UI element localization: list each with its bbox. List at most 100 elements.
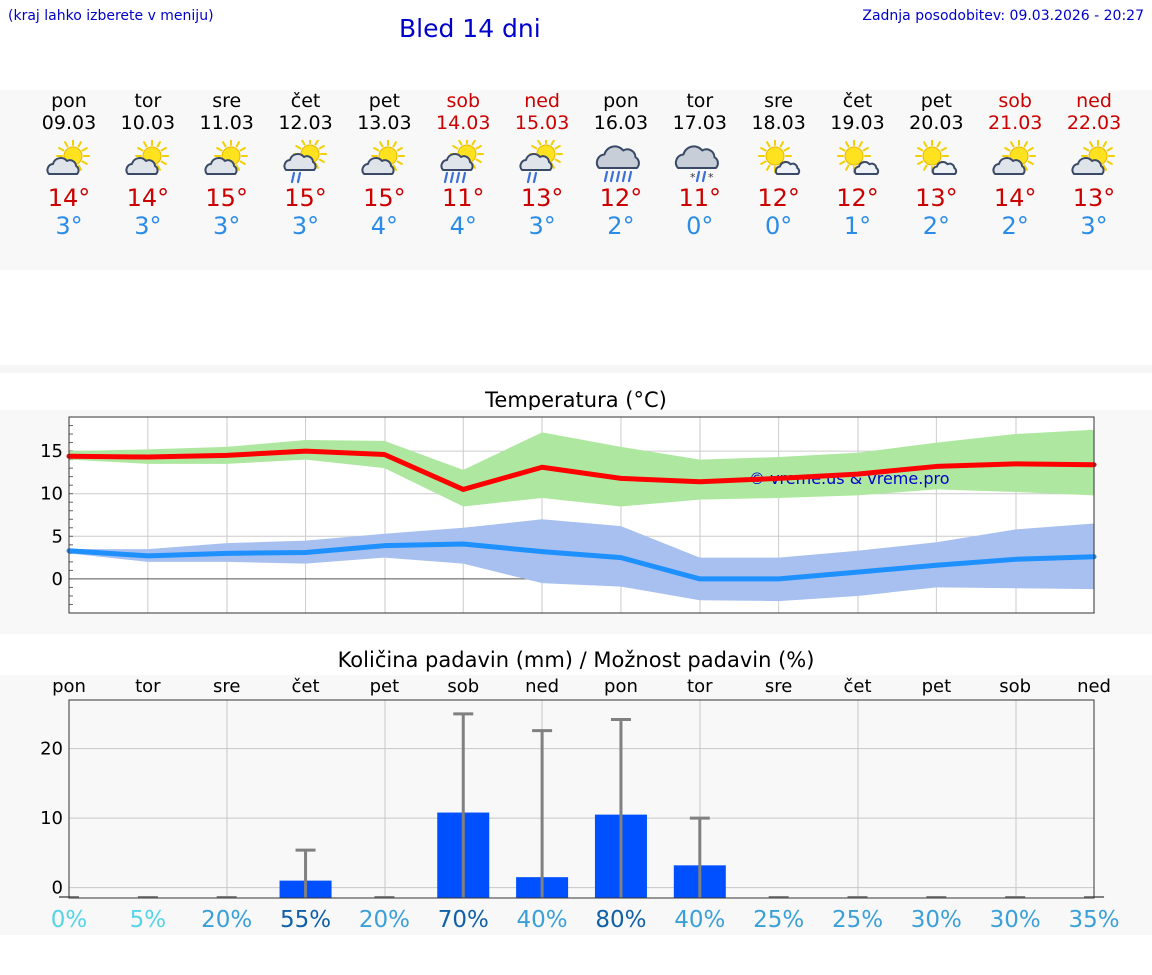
day-name: ned — [1076, 90, 1112, 112]
day-name: sre — [212, 90, 242, 112]
precipitation-probability: 20% — [201, 907, 252, 933]
day-name: sob — [446, 90, 481, 112]
x-category-label: ned — [525, 676, 559, 697]
day-date: 22.03 — [1066, 112, 1122, 134]
x-category-label: pon — [604, 676, 638, 697]
day-column: čet 12.03 15° 3° — [261, 90, 351, 240]
day-name: čet — [290, 90, 321, 112]
day-column: pet 20.03 13° 2° — [891, 90, 981, 240]
sun-cloud-icon — [46, 140, 90, 175]
day-name: pon — [603, 90, 639, 112]
sun-cloud-icon — [361, 140, 406, 175]
x-category-label: čet — [292, 676, 320, 697]
y-tick-label: 15 — [40, 441, 63, 462]
x-category-label: tor — [135, 676, 161, 697]
day-date: 11.03 — [199, 112, 254, 134]
x-category-label: tor — [687, 676, 713, 697]
day-date: 15.03 — [514, 112, 570, 134]
x-category-label: sre — [765, 676, 792, 697]
max-temperature: 12° — [757, 184, 800, 212]
y-tick-label: 0 — [52, 878, 63, 899]
day-name: čet — [842, 90, 873, 112]
max-temperature: 12° — [599, 184, 643, 212]
max-temperature: 11° — [678, 184, 722, 212]
day-column: pon 16.03 12° 2° — [576, 90, 666, 240]
day-column: sob 21.03 14° 2° — [970, 90, 1060, 240]
precipitation-probability: 35% — [1068, 907, 1119, 933]
min-temperature: 3° — [528, 212, 556, 240]
sun-small-cloud-icon — [915, 140, 958, 175]
day-date: 16.03 — [593, 112, 649, 134]
sun-cloud-rain-icon — [440, 140, 485, 184]
y-tick-label: 5 — [52, 526, 63, 547]
day-date: 21.03 — [987, 112, 1043, 134]
sun-small-cloud-icon — [836, 140, 879, 175]
min-temperature: 4° — [449, 212, 477, 240]
cloud-rain-icon — [595, 145, 640, 183]
min-temperature: 3° — [134, 212, 162, 240]
day-date: 20.03 — [909, 112, 964, 134]
min-temperature: 2° — [922, 212, 950, 240]
precipitation-probability: 25% — [832, 907, 883, 933]
precipitation-chart-title: Količina padavin (mm) / Možnost padavin … — [337, 648, 815, 672]
sun-cloud-icon — [204, 140, 248, 175]
daily-forecast-band: pon 09.03 14° 3° tor 10.03 14° 3° sre 11.03 15° 3° č… — [0, 90, 1152, 270]
day-date: 12.03 — [278, 112, 333, 134]
max-temperature: 13° — [520, 184, 564, 212]
max-temperature: 14° — [993, 184, 1037, 212]
precipitation-probability: 55% — [280, 907, 331, 933]
day-column: sre 18.03 12° 0° — [734, 90, 824, 240]
precipitation-probability: 5% — [130, 907, 167, 933]
sun-cloud-light-rain-icon — [283, 140, 327, 184]
x-category-label: ned — [1077, 676, 1111, 697]
precipitation-probability: 20% — [359, 907, 410, 933]
min-temperature: 2° — [607, 212, 635, 240]
max-temperature: 12° — [836, 184, 879, 212]
x-category-label: pon — [52, 676, 86, 697]
last-updated: Zadnja posodobitev: 09.03.2026 - 20:27 — [862, 8, 1144, 24]
day-date: 19.03 — [830, 112, 885, 134]
precipitation-probability: 30% — [911, 907, 962, 933]
min-temperature: 2° — [1001, 212, 1029, 240]
day-column: ned 15.03 13° 3° — [497, 90, 587, 240]
spacer-band — [0, 365, 1152, 373]
day-name: pet — [920, 90, 952, 112]
precipitation-probability: 70% — [438, 907, 489, 933]
temperature-min-line — [66, 541, 1097, 582]
day-name: pet — [368, 90, 400, 112]
x-category-label: čet — [843, 676, 871, 697]
x-category-label: pet — [370, 676, 400, 697]
temperature-min-band — [69, 519, 1095, 602]
max-temperature: 13° — [915, 184, 958, 212]
sun-small-cloud-icon — [757, 140, 800, 175]
y-tick-label: 20 — [40, 739, 63, 760]
precipitation-probability: 25% — [753, 907, 804, 933]
day-column: čet 19.03 12° 1° — [813, 90, 903, 240]
precipitation-probability: 30% — [990, 907, 1041, 933]
sun-cloud-icon — [125, 140, 169, 175]
x-category-label: sob — [999, 676, 1031, 697]
day-column: ned 22.03 13° 3° — [1049, 90, 1139, 240]
day-column: tor 10.03 14° 3° — [103, 90, 193, 240]
sun-cloud-icon — [992, 140, 1037, 175]
temperature-chart: 0 5 10 15 © vreme.us & vreme.pro — [40, 416, 1097, 614]
x-category-label: sob — [447, 676, 479, 697]
max-temperature: 14° — [126, 184, 170, 212]
max-temperature: 15° — [205, 184, 248, 212]
temperature-max-band — [69, 429, 1095, 507]
svg-text:*: * — [690, 171, 696, 184]
day-date: 09.03 — [41, 112, 97, 134]
cloud-sleet-icon: * * — [674, 145, 719, 184]
max-temperature: 15° — [284, 184, 327, 212]
precipitation-probability: 80% — [595, 907, 646, 933]
day-date: 10.03 — [120, 112, 176, 134]
max-temperature: 14° — [47, 184, 91, 212]
day-date: 18.03 — [751, 112, 806, 134]
day-name: ned — [524, 90, 560, 112]
day-date: 13.03 — [357, 112, 412, 134]
day-column: tor 17.03 * * 11° 0° — [655, 90, 745, 240]
y-tick-label: 0 — [52, 569, 63, 590]
max-temperature: 15° — [363, 184, 406, 212]
x-category-label: pet — [922, 676, 952, 697]
min-temperature: 0° — [686, 212, 714, 240]
